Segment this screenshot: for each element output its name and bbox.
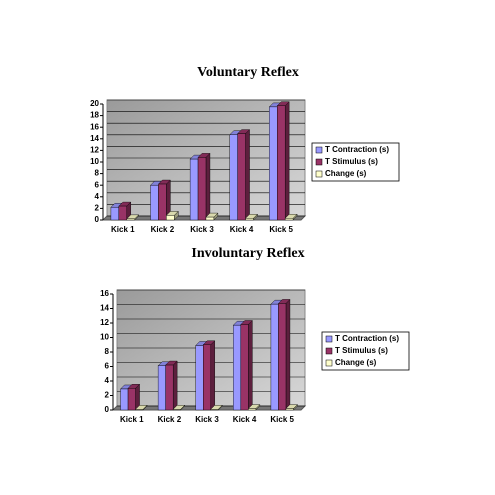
- bar: [172, 409, 181, 411]
- y-tick-label: 8: [95, 169, 100, 178]
- x-tick-label: Kick 2: [151, 225, 175, 234]
- bar: [166, 215, 175, 221]
- x-tick-label: Kick 3: [190, 225, 214, 234]
- legend-box: [321, 331, 410, 371]
- bar: [189, 158, 199, 221]
- bar-side: [172, 360, 178, 411]
- bar: [197, 157, 207, 221]
- bar: [195, 345, 204, 411]
- chart-title: Involuntary Reflex: [191, 246, 304, 261]
- legend-label: T Stimulus (s): [335, 346, 388, 355]
- bar: [157, 365, 166, 411]
- x-tick-label: Kick 4: [233, 415, 257, 424]
- bar: [127, 388, 136, 411]
- x-tick-label: Kick 3: [195, 415, 219, 424]
- bar: [110, 207, 120, 221]
- x-tick-label: Kick 2: [158, 415, 182, 424]
- y-tick-label: 4: [105, 376, 110, 385]
- bar: [277, 105, 286, 221]
- legend-label: T Stimulus (s): [325, 157, 378, 166]
- y-tick-label: 6: [105, 362, 110, 371]
- bar-side: [205, 152, 211, 221]
- bar: [150, 184, 159, 221]
- x-tick-label: Kick 4: [230, 225, 254, 234]
- bar: [240, 324, 249, 411]
- y-tick-label: 12: [100, 318, 109, 327]
- bar: [237, 133, 246, 221]
- bar: [269, 106, 278, 221]
- legend-swatch: [325, 347, 333, 355]
- y-tick-label: 14: [100, 304, 109, 313]
- bar: [245, 218, 254, 221]
- legend-label: Change (s): [325, 169, 367, 178]
- bar: [135, 409, 144, 411]
- bar: [205, 216, 215, 221]
- x-tick-label: Kick 5: [269, 225, 293, 234]
- bar: [120, 388, 129, 411]
- x-tick-label: Kick 1: [120, 415, 144, 424]
- bar-side: [284, 101, 290, 221]
- bar: [229, 134, 238, 221]
- y-tick-label: 0: [105, 405, 110, 414]
- y-tick-label: 8: [105, 347, 110, 356]
- bar-side: [210, 340, 215, 411]
- y-tick-label: 20: [90, 99, 99, 108]
- y-tick-label: 12: [90, 146, 99, 155]
- y-tick-label: 0: [95, 215, 100, 224]
- chart-title: Voluntary Reflex: [197, 65, 299, 80]
- y-tick-label: 6: [95, 180, 100, 189]
- bar: [210, 409, 219, 411]
- legend-box: [311, 142, 400, 182]
- y-tick-label: 16: [100, 289, 109, 298]
- bar: [284, 218, 294, 221]
- y-tick-label: 10: [90, 157, 99, 166]
- legend-label: Change (s): [335, 358, 377, 367]
- bar-side: [248, 319, 253, 411]
- y-tick-label: 16: [90, 122, 99, 131]
- legend-swatch: [325, 359, 333, 367]
- x-tick-label: Kick 5: [270, 415, 294, 424]
- bar: [158, 183, 167, 221]
- legend-swatch: [315, 158, 323, 166]
- x-tick-label: Kick 1: [111, 225, 135, 234]
- y-tick-label: 2: [105, 391, 110, 400]
- y-tick-label: 10: [100, 333, 109, 342]
- bar: [203, 344, 211, 411]
- bar: [165, 364, 174, 411]
- legend-swatch: [315, 170, 323, 178]
- bar: [118, 205, 127, 221]
- bar: [278, 303, 287, 411]
- bar: [248, 408, 257, 411]
- bar: [270, 303, 279, 411]
- legend-swatch: [315, 146, 323, 154]
- y-tick-label: 4: [95, 192, 100, 201]
- bar: [233, 324, 242, 411]
- bar-side: [245, 129, 250, 221]
- legend-label: T Contraction (s): [335, 334, 399, 343]
- y-tick-label: 2: [95, 204, 100, 213]
- bar: [126, 218, 135, 221]
- y-tick-label: 14: [90, 134, 99, 143]
- legend-swatch: [325, 335, 333, 343]
- y-tick-label: 18: [90, 111, 99, 120]
- bar-side: [285, 298, 291, 411]
- legend-label: T Contraction (s): [325, 145, 389, 154]
- bar: [285, 408, 294, 411]
